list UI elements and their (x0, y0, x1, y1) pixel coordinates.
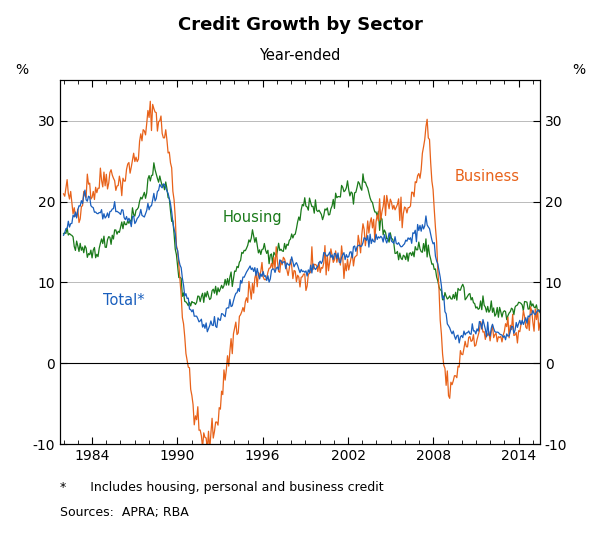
Text: Business: Business (455, 169, 520, 184)
Text: Housing: Housing (223, 210, 283, 225)
Text: *      Includes housing, personal and business credit: * Includes housing, personal and busines… (60, 482, 383, 494)
Text: Total*: Total* (103, 293, 145, 308)
Text: Year-ended: Year-ended (259, 48, 341, 63)
Text: Sources:  APRA; RBA: Sources: APRA; RBA (60, 506, 189, 518)
Text: %: % (572, 63, 585, 77)
Text: Credit Growth by Sector: Credit Growth by Sector (178, 16, 422, 34)
Text: %: % (15, 63, 28, 77)
